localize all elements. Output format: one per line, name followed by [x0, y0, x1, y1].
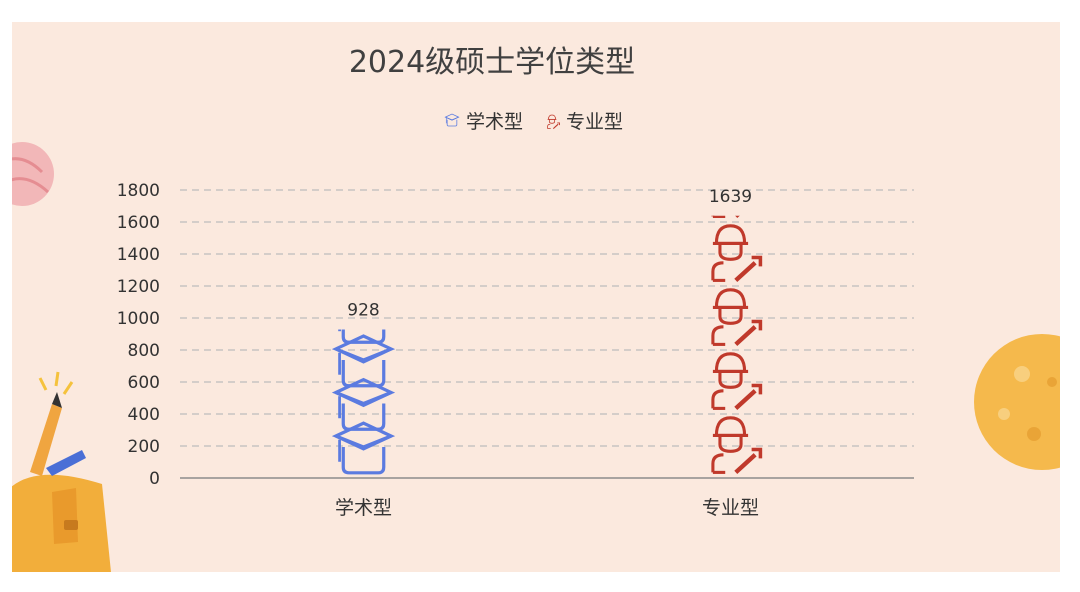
y-tick-label: 800 [128, 341, 160, 361]
y-axis: 0 200 400 600 800 1000 1200 1400 1600 1800 [117, 181, 160, 489]
y-tick-label: 200 [128, 437, 160, 457]
y-tick-label: 400 [128, 405, 160, 425]
worker-with-wrench-icon [713, 290, 761, 345]
worker-with-wrench-icon [713, 98, 761, 153]
y-tick-label: 600 [128, 373, 160, 393]
chart-title: 2024级硕士学位类型 [349, 45, 635, 80]
y-tick-label: 0 [149, 469, 160, 489]
worker-with-wrench-icon [713, 418, 761, 473]
pink-ball-decoration [12, 142, 54, 206]
chart-panel: 2024级硕士学位类型 学术型 专业型 0 200 400 600 800 1000 1200… [12, 22, 1060, 572]
decorations [12, 142, 1060, 572]
y-tick-label: 1800 [117, 181, 160, 201]
data-label: 1639 [709, 187, 752, 207]
y-tick-label: 1600 [117, 213, 160, 233]
worker-with-wrench-icon [547, 114, 561, 130]
gridlines [180, 189, 914, 447]
legend-entry: 学术型 [466, 111, 523, 133]
y-tick-label: 1200 [117, 277, 160, 297]
legend-entry: 专业型 [566, 111, 623, 133]
worker-with-wrench-icon [713, 354, 761, 409]
pictogram-bar [713, 98, 761, 473]
backpack-pencil-decoration [12, 371, 111, 572]
x-category-label: 学术型 [335, 497, 392, 519]
y-tick-label: 1000 [117, 309, 160, 329]
worker-with-wrench-icon [713, 226, 761, 281]
legend: 学术型 专业型 [445, 111, 623, 133]
orange-ball-decoration [974, 334, 1060, 470]
y-tick-label: 1400 [117, 245, 160, 265]
chart-svg: 2024级硕士学位类型 学术型 专业型 020040060080010001200… [117, 45, 914, 519]
data-label: 928 [347, 301, 379, 321]
x-category-label: 专业型 [702, 497, 759, 519]
x-axis: 学术型 专业型 [180, 477, 914, 519]
bars: 928 1639 [334, 98, 761, 473]
graduation-cap-icon [445, 113, 459, 127]
